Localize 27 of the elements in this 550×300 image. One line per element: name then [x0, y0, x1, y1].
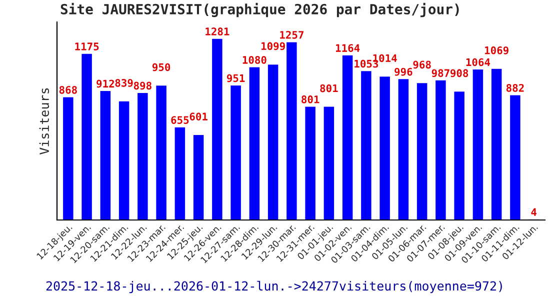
data-label: 968 — [413, 60, 431, 69]
data-label: 1099 — [261, 42, 285, 50]
data-label: 1064 — [466, 58, 490, 66]
y-axis-title: Visiteurs — [39, 88, 50, 155]
data-label: 601 — [190, 112, 208, 120]
data-label: 882 — [506, 84, 524, 92]
data-label: 1164 — [336, 44, 360, 52]
data-label: 1257 — [280, 30, 304, 39]
data-label: 951 — [226, 74, 245, 82]
text: 2025-12-18-jeu...2026-01-12-lun.->24277visiteurs(moyenne=972) — [46, 280, 502, 294]
data-label: 801 — [320, 84, 338, 92]
data-label: 912 — [96, 80, 114, 88]
data-label: 4 — [531, 208, 536, 216]
data-label: 898 — [134, 82, 152, 90]
data-label: 868 — [59, 86, 77, 94]
data-label: 1069 — [484, 46, 508, 54]
data-label: 655 — [171, 116, 189, 124]
data-label: 987 — [432, 69, 450, 78]
chart-title: Site JAURES2VISIT(graphique 2026 par Dates/jour) — [60, 2, 459, 18]
data-label: 1281 — [206, 28, 230, 36]
data-label: 839 — [115, 78, 133, 87]
data-label: 1080 — [242, 56, 266, 64]
data-label: 996 — [394, 68, 412, 76]
data-label: 908 — [450, 69, 468, 78]
data-label: 1175 — [75, 42, 99, 50]
data-label: 801 — [302, 95, 320, 104]
data-label: 950 — [152, 63, 170, 72]
